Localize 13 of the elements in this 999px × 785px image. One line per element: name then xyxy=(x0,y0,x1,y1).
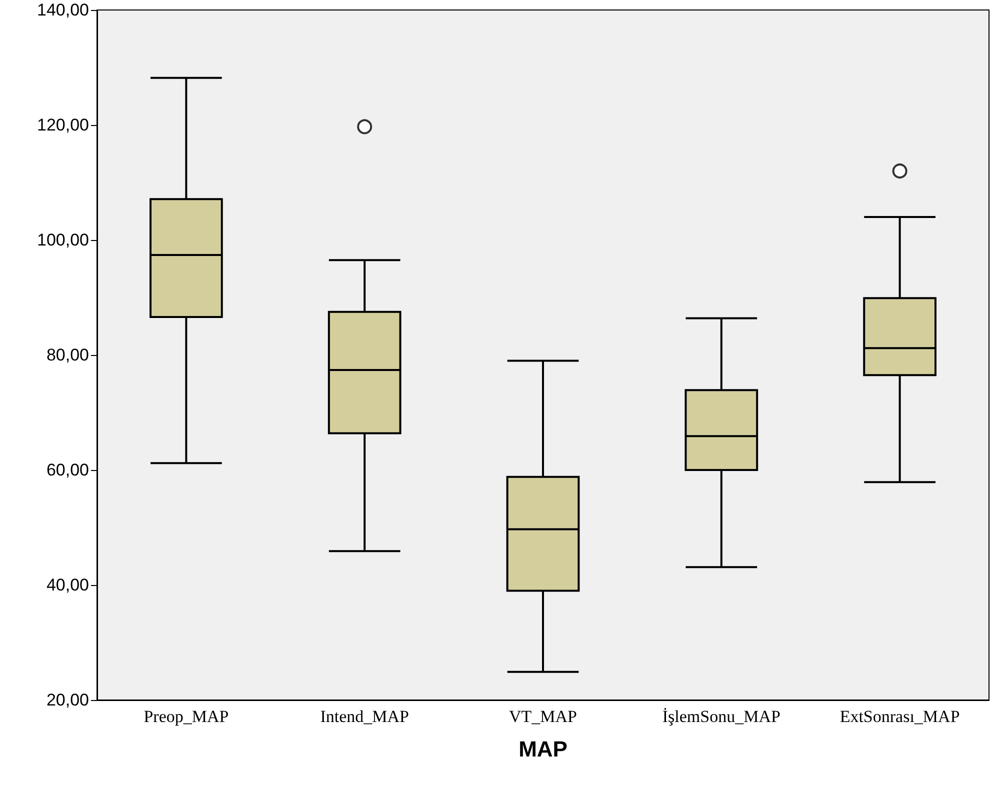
x-tick-label: VT_MAP xyxy=(508,707,578,726)
y-tick-label: 40,00 xyxy=(46,576,89,594)
y-tick-label: 120,00 xyxy=(37,116,89,134)
y-tick-label: 100,00 xyxy=(37,230,89,250)
y-tick-label: 20,00 xyxy=(46,690,89,710)
y-tick-label: 140,00 xyxy=(37,0,89,20)
x-tick-label: Preop_MAP xyxy=(144,707,229,726)
x-axis-title: MAP xyxy=(518,736,568,762)
x-tick-label: Intend_MAP xyxy=(320,707,409,726)
x-tick-label: İşlemSonu_MAP xyxy=(662,707,780,726)
x-tick-label: ExtSonrası_MAP xyxy=(840,707,960,726)
y-tick-label: 80,00 xyxy=(46,346,89,364)
y-tick-label: 60,00 xyxy=(46,460,89,480)
